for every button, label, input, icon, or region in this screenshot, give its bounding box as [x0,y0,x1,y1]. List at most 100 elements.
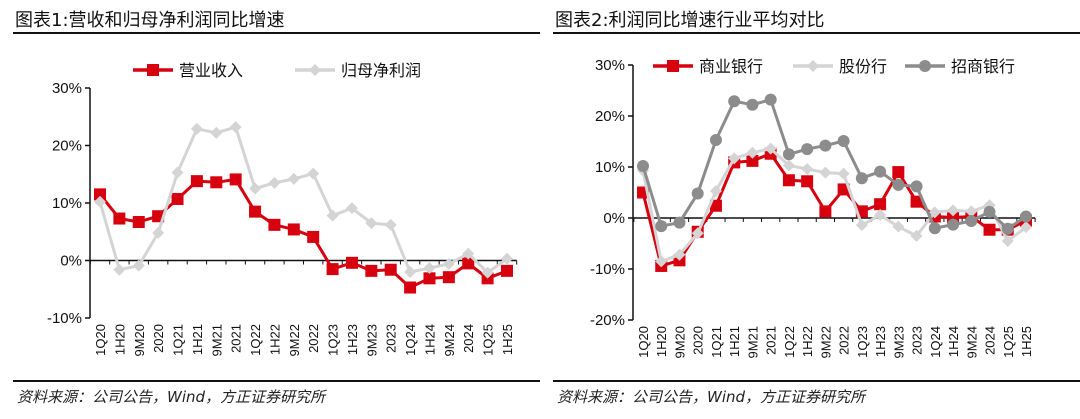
x-tick-label: 1H20 [112,324,127,355]
x-tick-label: 1Q21 [709,326,724,358]
data-point [928,206,941,219]
data-point [210,126,223,139]
chart-panel-2: 图表2:利润同比增速行业平均对比 -20% -10% 0% 10% 20% 30% 1Q20… [553,0,1080,419]
data-point [404,281,417,294]
data-point [384,218,397,231]
legend-label: 商业银行 [699,58,763,76]
y-tick-label: 0% [60,253,82,270]
title-divider [553,32,1080,34]
y-tick-label: 20% [52,138,82,155]
data-point [190,175,203,188]
x-tick-label: 9M23 [891,326,906,359]
x-tick-label: 1Q20 [93,324,108,356]
data-point [910,180,923,193]
data-point [782,148,795,161]
data-point [673,248,686,261]
legend-swatch-marker [807,60,819,72]
data-point [423,272,436,285]
data-point [287,223,300,236]
chart-panel-1: 图表1:营收和归母净利润同比增速 -10% 0% 10% 20% 30% 1Q20 1H20… [13,0,540,419]
data-point [637,159,649,172]
x-tick-label: 2021 [764,326,779,355]
data-point [947,204,960,217]
x-tick-label: 1Q22 [782,326,797,358]
data-point [855,219,868,232]
legend-label: 归母净利润 [341,62,421,80]
data-point [365,217,378,230]
data-point [673,216,686,229]
x-tick-label: 1Q25 [481,324,496,356]
legend-label: 招商银行 [951,58,1015,76]
series-line [98,125,508,275]
y-tick-label: 30% [595,57,625,74]
x-tick-label: 2024 [461,324,476,353]
data-point [983,223,996,236]
data-point [709,133,722,146]
legend-swatch-marker [147,64,159,76]
x-tick-label: 1Q24 [928,326,943,358]
x-tick-label: 2023 [384,324,399,353]
legend-label: 营业收入 [179,62,243,80]
data-point [728,152,741,165]
x-tick-label: 1H21 [727,326,742,357]
x-tick-label: 1Q24 [403,324,418,356]
data-point [423,261,436,274]
data-point [113,263,126,276]
x-tick-label: 1Q23 [855,326,870,358]
x-tick-label: 9M20 [132,324,147,357]
data-point [268,176,281,189]
y-tick-label: 0% [603,210,625,227]
series-line [641,98,1027,231]
data-point [746,154,759,167]
data-point [709,199,722,212]
data-point [837,167,850,180]
data-point [910,229,923,242]
data-point [326,263,339,276]
data-point [1001,222,1014,235]
data-point [462,257,475,270]
x-tick-label: 2023 [910,326,925,355]
data-point [94,188,106,201]
data-point [307,230,320,243]
data-point [307,167,320,180]
data-point [481,266,494,279]
data-point [287,172,300,185]
chart-title: 图表1:营收和归母净利润同比增速 [15,10,285,31]
y-tick-label: -20% [590,312,625,329]
x-tick-label: 9M24 [964,326,979,359]
data-point [965,215,978,228]
data-point [965,205,978,218]
x-tick-label: 1H25 [1019,326,1034,357]
data-point [345,256,358,269]
x-tick-label: 2022 [306,324,321,353]
data-point [819,139,832,152]
data-point [229,121,242,134]
x-tick-label: 9M22 [818,326,833,359]
source-divider [13,380,540,382]
x-tick-label: 1H23 [345,324,360,355]
data-point [764,93,777,106]
data-point [746,98,759,111]
x-tick-label: 1H24 [422,324,437,355]
y-tick-label: -10% [47,310,82,327]
legend-label: 股份行 [839,58,887,76]
data-point [152,226,165,239]
data-point [326,209,339,222]
source-note: 资料来源：公司公告，Wind，方正证券研究所 [17,388,326,406]
data-point [190,122,203,135]
data-point [404,266,417,278]
x-tick-label: 2024 [983,326,998,355]
data-point [655,255,668,268]
data-point [782,174,795,187]
source-note: 资料来源：公司公告，Wind，方正证券研究所 [557,388,866,406]
data-point [249,205,262,218]
data-point [1001,234,1014,247]
y-tick-label: 10% [52,195,82,212]
data-point [132,259,145,272]
data-point [746,146,759,159]
x-tick-label: 9M21 [745,326,760,359]
data-point [691,187,704,200]
data-point [801,175,814,188]
legend-swatch-marker [667,60,679,72]
data-point [365,264,378,277]
